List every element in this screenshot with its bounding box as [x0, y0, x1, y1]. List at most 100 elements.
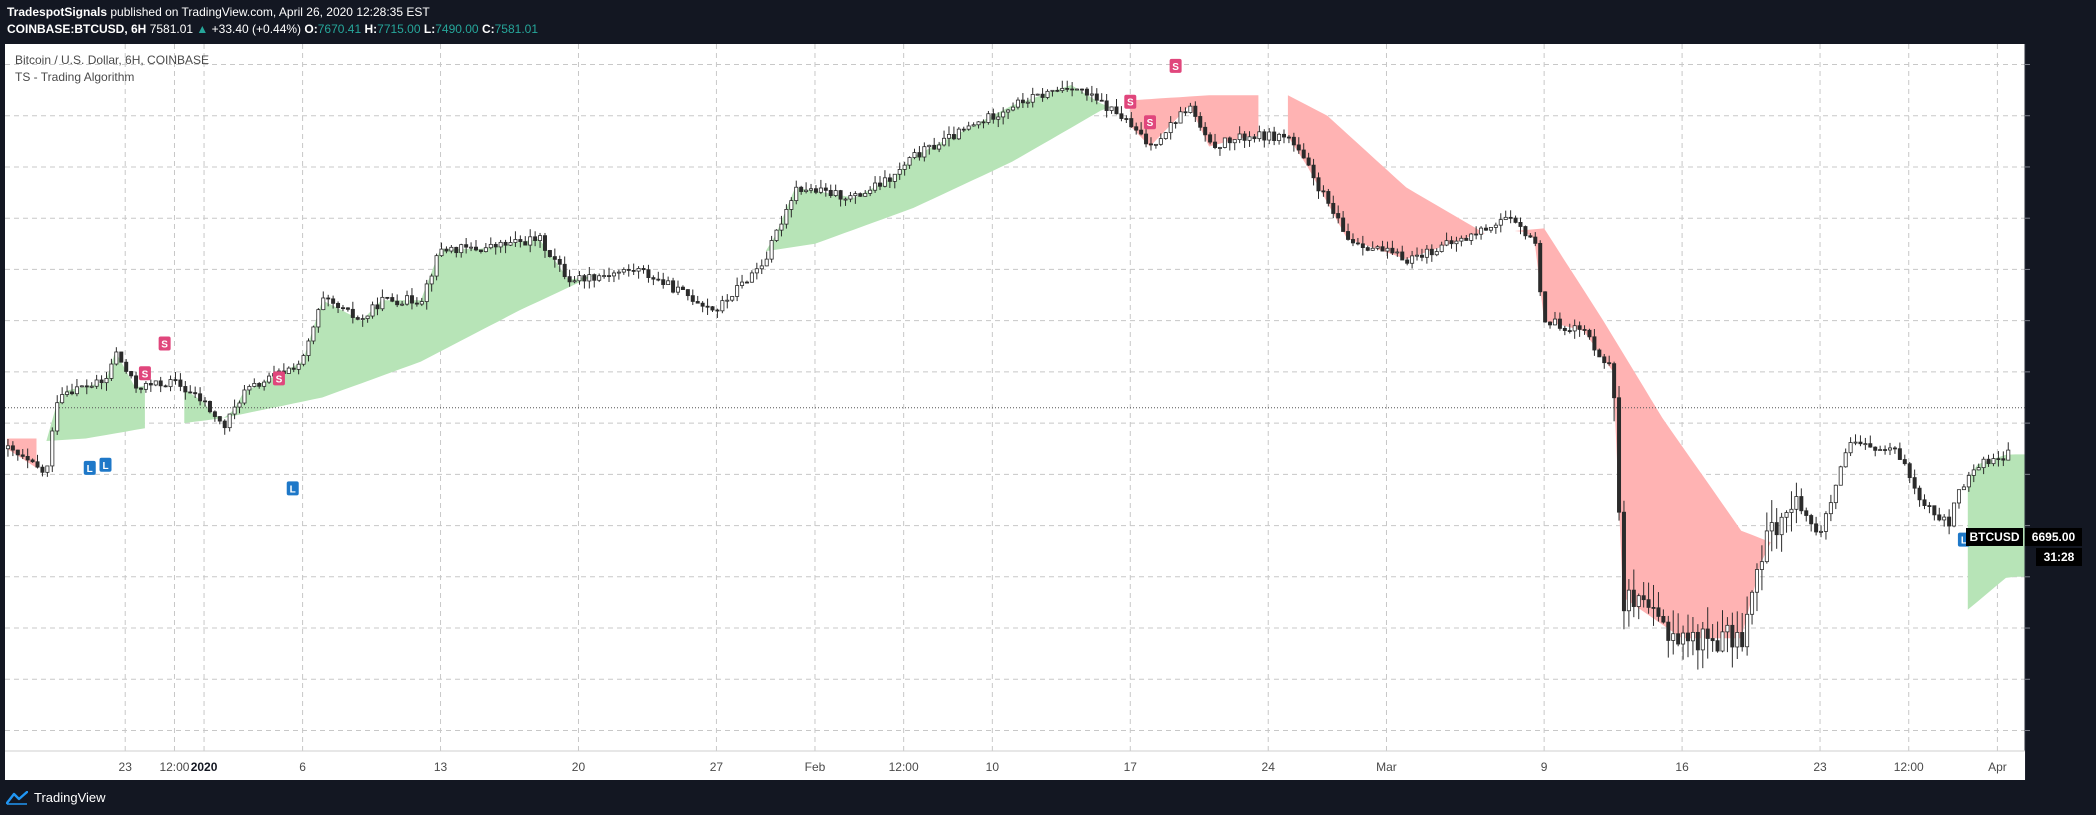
publisher-name[interactable]: TradespotSignals [7, 5, 108, 19]
candle-up [848, 195, 853, 200]
candle-up [5, 445, 10, 450]
candle-down [607, 275, 612, 277]
candle-up [1493, 224, 1498, 228]
bull-band-segment [36, 351, 145, 442]
candle-up [1745, 613, 1750, 648]
candle-down [1567, 330, 1572, 332]
candle-down [1996, 458, 2001, 461]
candle-down [685, 289, 690, 297]
candle-down [1321, 190, 1326, 193]
candle-up [1838, 466, 1843, 486]
time-axis-label: Mar [1376, 760, 1397, 774]
low-label: L: [423, 22, 436, 36]
candle-down [1474, 233, 1479, 236]
candle-down [1774, 522, 1779, 536]
sell-signal: S [1169, 58, 1182, 73]
candle-down [1523, 226, 1528, 237]
time-axis-label: 23 [119, 760, 133, 774]
candle-up [1769, 522, 1774, 532]
candle-up [769, 240, 774, 260]
time-axis-label: 12:00 [159, 760, 189, 774]
candle-down [478, 249, 483, 253]
candle-down [1227, 137, 1232, 144]
candle-up [616, 271, 621, 274]
candle-up [587, 274, 592, 282]
candle-down [163, 385, 168, 388]
candle-down [1740, 632, 1745, 648]
candle-up [434, 255, 439, 277]
candle-down [523, 241, 528, 246]
candle-down [1814, 523, 1819, 533]
candle-up [754, 268, 759, 274]
candle-up [666, 280, 671, 285]
publish-info: TradespotSignals published on TradingVie… [7, 5, 430, 19]
candle-down [124, 361, 129, 372]
candle-up [1277, 133, 1282, 141]
candle-up [749, 272, 754, 283]
candle-up [1971, 469, 1976, 476]
candle-up [405, 295, 410, 305]
open-label: O: [304, 22, 318, 36]
candle-down [1543, 291, 1548, 323]
price-tag-value: 6695.00 [2032, 530, 2076, 544]
candle-up [1075, 88, 1080, 91]
candle-down [646, 269, 651, 278]
tradingview-brand[interactable]: TradingView [6, 790, 106, 805]
candle-up [735, 285, 740, 297]
time-axis-label: 6 [299, 760, 306, 774]
candle-down [744, 281, 749, 284]
candle-up [1237, 133, 1242, 141]
candle-up [1011, 106, 1016, 111]
price-axis[interactable] [2025, 44, 2096, 780]
candle-down [1656, 607, 1661, 617]
candle-up [853, 193, 858, 197]
published-text: published on TradingView.com, April 26, … [110, 5, 430, 19]
time-axis[interactable] [5, 751, 2025, 780]
indicator-name[interactable]: TS - Trading Algorithm [15, 70, 134, 84]
time-axis-label: Feb [805, 760, 826, 774]
candle-up [1848, 442, 1853, 454]
candle-down [1710, 638, 1715, 642]
candle-up [1789, 508, 1794, 513]
candle-up [247, 386, 252, 391]
candle-up [1759, 561, 1764, 570]
candle-down [1094, 93, 1099, 101]
candle-up [1217, 147, 1222, 149]
candle-down [1084, 88, 1089, 96]
candle-down [567, 276, 572, 283]
candle-down [1804, 510, 1809, 516]
candle-up [996, 116, 1001, 120]
candle-up [907, 157, 912, 166]
candle-down [207, 400, 212, 413]
candle-down [1311, 164, 1316, 179]
candle-up [720, 300, 725, 312]
time-axis-labels: 23 12:00 2020 6 13 20 27 Feb 12:00 10 17 24 Mar 9 16 23… [119, 760, 2007, 774]
candle-up [804, 189, 809, 192]
signal-label: S [161, 340, 168, 351]
candle-down [375, 304, 380, 310]
signal-label: S [1147, 118, 1154, 129]
time-axis-label: 16 [1675, 760, 1689, 774]
candle-up [65, 391, 70, 395]
candle-down [1341, 217, 1346, 232]
candle-up [1109, 106, 1114, 111]
candle-down [1065, 87, 1070, 90]
candle-down [799, 186, 804, 192]
candle-up [1459, 237, 1464, 242]
candle-down [542, 235, 547, 251]
candle-up [1035, 93, 1040, 96]
candle-up [789, 200, 794, 210]
signal-label: S [1127, 98, 1134, 109]
candle-down [1355, 242, 1360, 245]
candle-up [809, 188, 814, 191]
candle-up [971, 124, 976, 127]
candle-down [1055, 89, 1060, 92]
candle-down [203, 400, 208, 403]
candle-up [1410, 255, 1415, 264]
candle-down [148, 383, 153, 386]
candle-up [1168, 122, 1173, 134]
candle-up [89, 385, 94, 388]
candle-down [1405, 259, 1410, 264]
candle-down [1518, 222, 1523, 227]
